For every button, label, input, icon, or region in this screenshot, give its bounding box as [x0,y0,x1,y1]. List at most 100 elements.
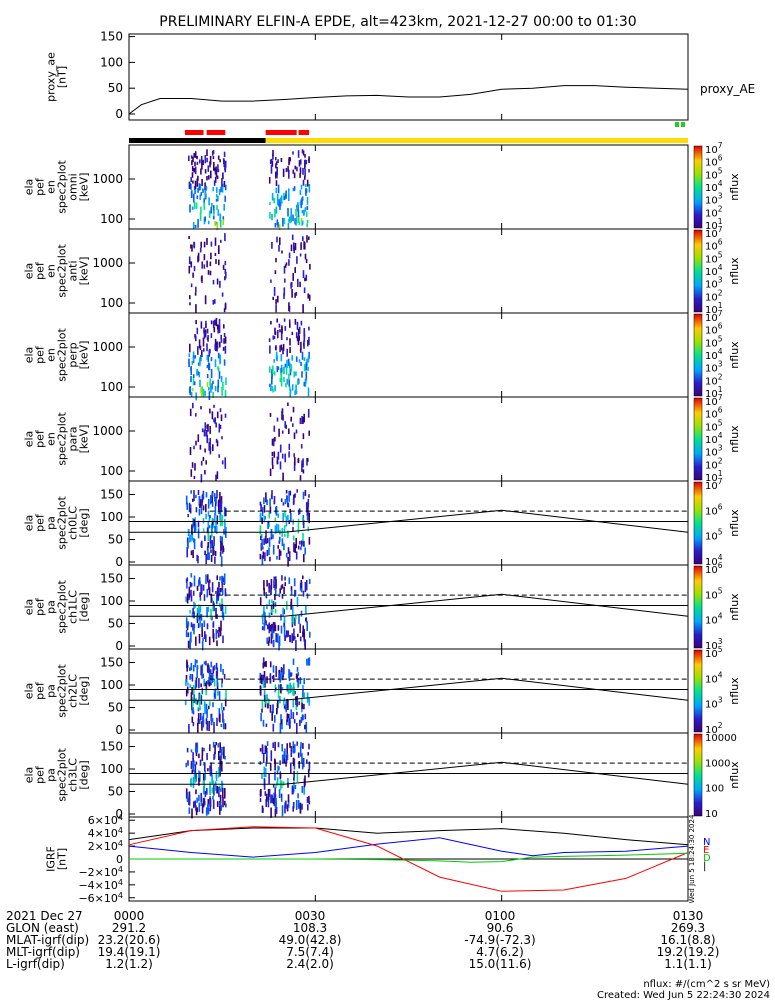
spectrogram-cell [189,302,191,306]
y-axis-label: proxy_ae[nT] [45,52,69,102]
panel-ch1LC: elapefpaspec2plotch1LC[deg]0501001501031… [23,561,742,653]
spectrogram-cell [208,579,211,583]
spectrogram-cell [308,336,310,345]
spectrogram-cell [292,535,295,541]
colorbar [693,733,703,817]
spectrogram-cell [270,321,272,325]
panel-omni: elapefenspec2plotomni[keV]10010001011021… [23,141,742,232]
spectrogram-cell [193,490,195,501]
spectrogram-cell [283,293,285,299]
colorbar-tick-label: 106 [705,238,723,253]
spectrogram-cell [308,494,310,498]
spectrogram-cell [188,593,191,598]
spectrogram-cell [304,379,307,387]
y-tick-label: 100 [100,55,123,69]
spectrogram-cell [272,742,274,748]
spectrogram-cell [289,157,291,162]
spectrogram-cell [305,617,308,623]
spectrogram-cell [281,453,284,459]
spectrogram-cell [285,490,288,494]
spectrogram-cell [188,807,191,814]
spectrogram-cell [203,784,206,795]
spectrogram-cell [264,677,266,688]
spectrogram-cell [221,780,223,790]
spectrogram-cell [194,166,197,175]
spectrogram-cell [305,580,308,591]
y-tick-label: 150 [100,572,123,586]
spectrogram-cell [299,417,302,425]
spectrogram-cell [279,444,282,453]
spectrogram-cell [197,175,199,181]
spectrogram-cell [207,335,209,342]
spectrogram-cell [210,385,212,393]
spectrogram-cell [197,623,200,628]
spectrogram-cell [299,281,301,288]
spectrogram-cell [272,784,275,788]
spectrogram-cell [191,532,194,541]
spectrogram-cell [190,392,193,397]
spectrogram-cell [203,332,206,339]
spectrogram-cell [280,585,283,590]
spectrogram-cell [190,622,193,628]
spectrogram-cell [216,278,219,285]
spectrogram-cell [284,804,286,814]
spectrogram-cell [289,322,291,328]
spectrogram-cell [293,186,296,191]
spectrogram-cell [298,359,301,363]
spectrogram-cell [271,604,274,613]
spectrogram-cell [224,276,226,281]
spectrogram-cell [281,410,283,420]
spectrogram-cell [302,541,305,547]
spectrogram-cell [294,493,296,498]
spectrogram-cell [205,574,207,584]
spectrogram-cell [206,721,208,731]
spectrogram-cell [212,299,215,305]
spectrogram-cell [307,387,310,397]
spectrogram-cell [285,424,287,429]
spectrogram-cell [195,615,198,620]
spectrogram-cell [192,665,195,672]
spectrogram-cell [194,522,197,532]
spectrogram-cell [295,614,297,620]
colorbar-tick-label: 103 [705,444,723,459]
spectrogram-cell [206,753,208,761]
science-zone-segment-0 [184,130,204,135]
igrf-series-N [128,827,689,846]
y-tick-label: 0 [115,555,123,569]
spectrogram-cell [188,586,191,598]
spectrogram-cell [220,414,223,422]
spectrogram-cell [261,805,264,813]
spectrogram-cell [280,714,282,720]
spectrogram-cell [275,784,277,789]
spectrogram-cell [206,588,209,598]
spectrogram-cell [291,331,294,335]
spectrogram-cell [220,501,222,510]
spectrogram-cell [307,804,309,811]
spectrogram-cell [186,593,189,604]
spectrogram-cell [281,687,284,691]
spectrogram-cell [193,538,196,550]
spectrogram-cell [304,489,307,496]
igrf-series-total [129,852,689,863]
spectrogram-cell [268,622,271,634]
spectrogram-cell [271,370,273,380]
spectrogram-cell [191,206,194,210]
colorbar-tick-label: 107 [705,141,723,156]
spectrogram-cell [221,590,224,595]
spectrogram-cell [222,713,224,723]
spectrogram-cell [272,154,274,160]
spectrogram-cell [301,209,304,214]
spectrogram-cell [217,366,219,370]
y-tick-label: 50 [108,785,123,799]
spectrogram-cell [284,453,286,463]
spectrogram-cell [274,586,277,597]
spectrogram-cell [275,171,277,179]
spectrogram-cell [219,501,221,512]
spectrogram-cell [220,724,223,727]
spectrogram-cell [185,674,188,683]
colorbar-tick-label: 104 [705,347,723,362]
science-zone-segment-2 [265,130,297,135]
spectrogram-cell [191,716,194,723]
spectrogram-cell [202,159,204,166]
spectrogram-cell [212,186,215,192]
